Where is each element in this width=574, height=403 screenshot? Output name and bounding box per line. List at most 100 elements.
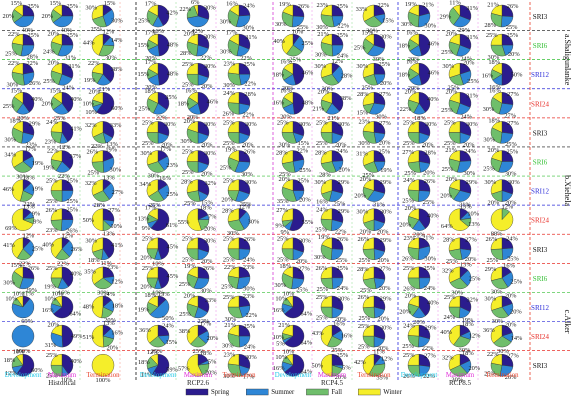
pie: 31% 24% 25% 20% <box>441 89 478 121</box>
pie-slice-label: 30% <box>242 24 254 31</box>
pie: 17% 20%25% 38% <box>179 321 219 355</box>
pie-slice-label: 24% <box>337 52 349 59</box>
pie-slice-label: 30% <box>148 173 160 180</box>
pie: 13% 25% 30% 32% <box>442 262 481 297</box>
pie-slice-label: 30% <box>314 179 326 186</box>
pie: 13% 16% 20% 51% <box>83 320 124 352</box>
pie-slice-winter <box>91 354 115 377</box>
pie-slice-label: 25% <box>243 323 255 330</box>
pie-slice-winter <box>148 208 159 221</box>
pie-slice-label: 22% <box>198 318 210 325</box>
pie: 29% 20% 25% 26% <box>357 236 392 264</box>
pie-slice-label: 17% <box>145 59 157 66</box>
pie-slice-label: 20% <box>318 89 330 96</box>
pie-slice-label: 19% <box>225 147 237 154</box>
pie-slice-label: 25% <box>505 141 517 148</box>
pie-slice-winter <box>227 295 240 308</box>
pie-slice-winter <box>150 353 159 366</box>
pie-slice-label: 20% <box>279 176 291 183</box>
pie-slice-winter <box>91 179 104 196</box>
pie-slice-label: 13% <box>460 262 472 269</box>
pie-slice-label: 25% <box>279 171 291 178</box>
pie-slice-label: 25% <box>149 202 161 209</box>
pie: 18% 20% 30% 32% <box>442 350 481 384</box>
pie-slice-winter <box>91 33 104 56</box>
legend-swatch-spring <box>185 388 209 396</box>
pie-slice-winter <box>227 208 240 222</box>
pie: 12% 26% 22% 40% <box>42 232 83 267</box>
pie-slice-label: 20% <box>505 200 517 207</box>
pie-slice-label: 20% <box>335 374 347 381</box>
pie-slice-label: 20% <box>296 258 308 265</box>
pie-slice-winter <box>50 353 63 366</box>
pie-slice-label: 30% <box>366 28 378 35</box>
pie-slice-label: 30% <box>274 282 286 289</box>
scenario-group-label: RCP2.6 <box>187 379 209 387</box>
pie: 27% 25% 30% 18% <box>483 117 519 148</box>
pie-slice-label: 45% <box>167 273 179 280</box>
pie-slice-label: 22% <box>422 345 434 352</box>
pie-slice-winter <box>320 4 333 17</box>
pie-slice-label: 15% <box>11 87 23 94</box>
pie-slice-label: 27% <box>507 353 519 360</box>
pie-slice-label: 36% <box>139 327 151 334</box>
pie: 40% 25%20% 15% <box>42 87 83 121</box>
pie-slice-label: 18% <box>4 357 16 364</box>
pie-slice-winter <box>193 4 199 17</box>
pie-slice-label: 22% <box>19 260 31 267</box>
pie-slice-spring <box>418 33 431 56</box>
pie: 27% 27% 30% 16% <box>483 88 520 120</box>
pie-slice-label: 25% <box>484 371 496 378</box>
pie-slice-label: 25% <box>486 257 498 264</box>
pie-slice-label: 20% <box>377 315 389 322</box>
pie: 45% 10%20% 25% <box>140 265 179 297</box>
pie-slice-label: 30% <box>220 49 232 56</box>
pie-slice-label: 25% <box>316 119 328 126</box>
pie-slice-label: 9% <box>281 229 290 236</box>
pie-slice-label: 25% <box>402 197 414 204</box>
pie-slice-spring <box>284 324 305 348</box>
pie-slice-label: 12% <box>62 232 74 239</box>
pie-slice-label: 20% <box>413 319 425 326</box>
pie: 29% 31% 20% 20% <box>440 176 478 209</box>
pie-slice-label: 16% <box>58 290 70 297</box>
pie-slice-label: 19% <box>32 186 44 193</box>
pie-slice-label: 25% <box>506 32 518 39</box>
pie-slice-label: 50% <box>83 217 95 224</box>
pie-slice-label: 26% <box>357 236 369 243</box>
pie-slice-label: 22% <box>487 351 499 358</box>
pie-slice-winter <box>229 4 240 17</box>
pie-slice-winter <box>227 179 240 191</box>
pie-slice-label: 30% <box>505 171 517 178</box>
pie-slice-label: 20% <box>201 171 213 178</box>
pie-slice-label: 22% <box>224 264 236 271</box>
pie-slice-label: 25% <box>423 199 435 206</box>
pie-slice-spring <box>197 295 210 313</box>
pie-slice-winter <box>186 208 202 231</box>
pie: 22% 26% 30% 22% <box>6 60 41 88</box>
pie: 13% 50% 19% 18% <box>138 291 175 322</box>
column-label: Development <box>140 372 177 379</box>
pie-slice-label: 30% <box>466 121 478 128</box>
pie-slice-label: 29% <box>380 295 392 302</box>
pie-slice-label: 25% <box>296 287 308 294</box>
pie-slice-label: 20% <box>440 192 452 199</box>
pie-slice-winter <box>407 237 420 250</box>
pie-slice-label: 29% <box>380 237 392 244</box>
pie-slice-label: 46% <box>302 70 314 77</box>
pie: 30% 25% 20% 25% <box>221 177 257 207</box>
pie-slice-label: 50% <box>162 315 174 322</box>
pie-slice-winter <box>146 121 159 133</box>
pie-slice-label: 23% <box>107 264 119 271</box>
pie-slice-label: 28% <box>424 149 436 156</box>
pie-slice-label: 25% <box>441 107 453 114</box>
pie-slice-label: 18% <box>399 42 411 49</box>
region-label: c.Alker <box>563 310 572 334</box>
pie-slice-label: 17% <box>226 30 238 37</box>
pie-slice-label: 31% <box>45 342 57 349</box>
pie-slice-label: 30% <box>111 18 123 25</box>
pie-slice-label: 16% <box>273 100 285 107</box>
pie-slice-label: 15% <box>11 262 23 269</box>
pie-slice-spring <box>61 150 74 170</box>
pie-slice-label: 22% <box>47 147 59 154</box>
